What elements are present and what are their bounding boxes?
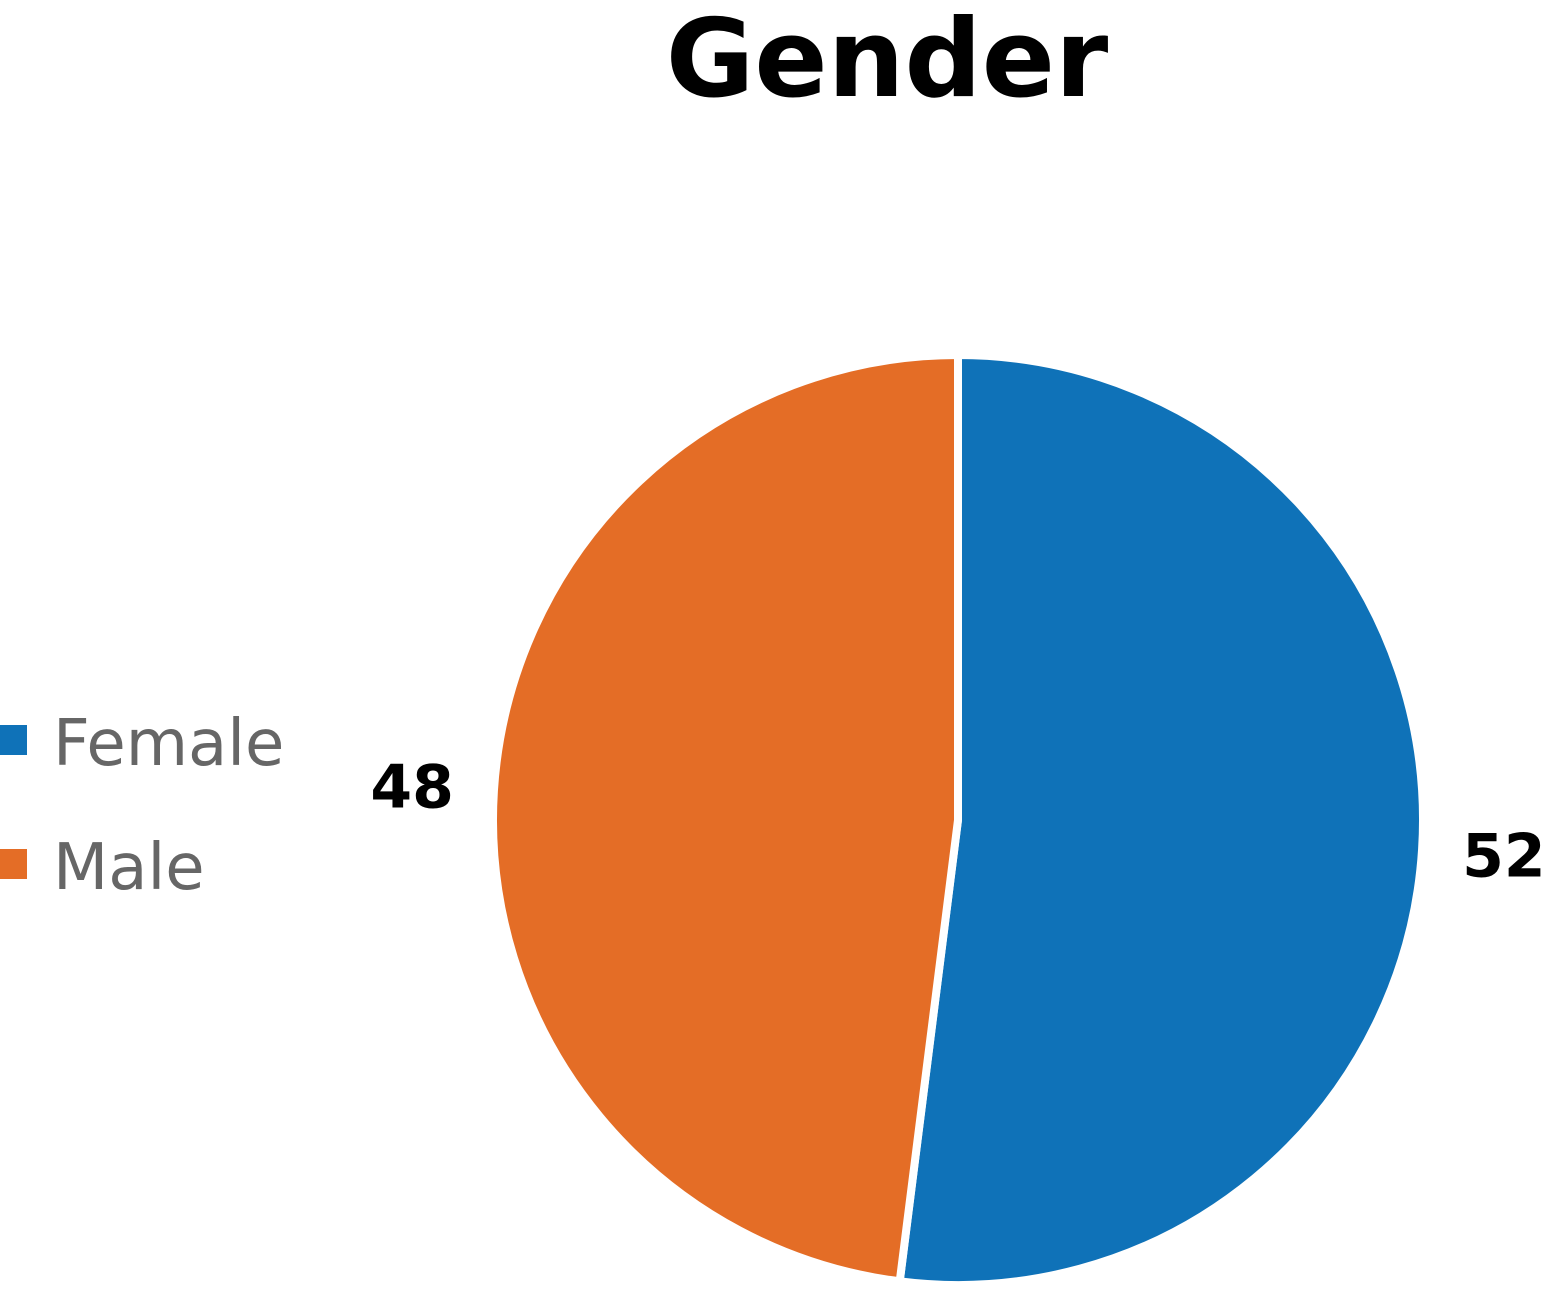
data-labels: 52 48 xyxy=(370,753,1544,892)
legend-label-male: Male xyxy=(53,831,205,905)
legend: Female Male xyxy=(0,707,284,905)
data-label-female: 52 xyxy=(1462,821,1544,891)
legend-label-female: Female xyxy=(53,707,284,781)
pie-slice-female xyxy=(895,351,1428,1289)
data-label-male: 48 xyxy=(370,753,454,823)
chart-title: Gender xyxy=(666,0,1109,122)
pie-slice-male xyxy=(489,351,962,1286)
legend-swatch-male xyxy=(0,849,27,879)
pie-slices xyxy=(489,351,1428,1289)
legend-swatch-female xyxy=(0,725,27,755)
